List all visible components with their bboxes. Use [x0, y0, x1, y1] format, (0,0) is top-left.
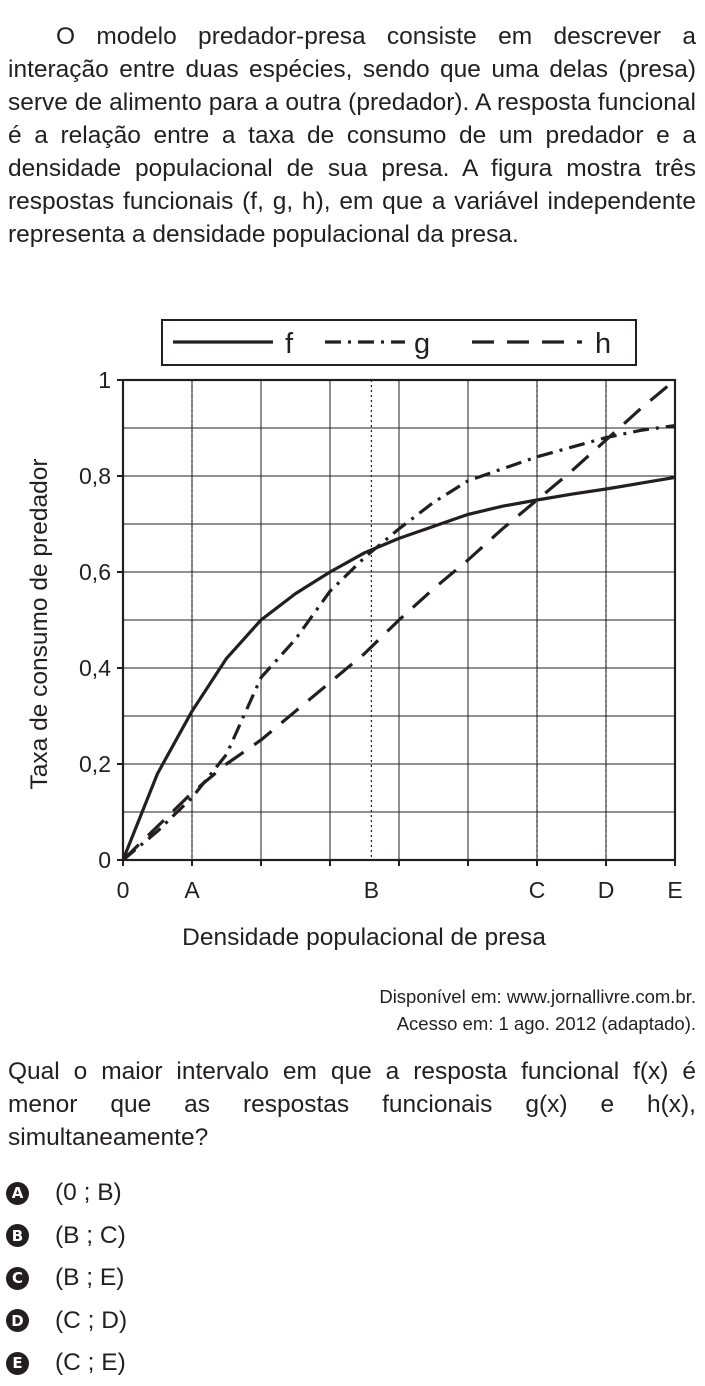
legend-label-f: f	[285, 328, 294, 360]
y-tick-label: 0,8	[79, 463, 111, 489]
option-e-letter: E	[6, 1351, 29, 1375]
x-tick-label-0: 0	[117, 877, 130, 903]
source-line-2: Acesso em: 1 ago. 2012 (adaptado).	[396, 1013, 696, 1034]
chart-series	[121, 378, 677, 862]
x-tick-label-c: C	[529, 877, 546, 903]
option-e[interactable]: E (C ; E)	[6, 1342, 127, 1385]
option-d-text: (C ; D)	[55, 1306, 128, 1334]
source-citation: Disponível em: www.jornallivre.com.br. A…	[379, 983, 696, 1037]
x-tick-label-a: A	[184, 877, 200, 903]
option-e-text: (C ; E)	[55, 1349, 126, 1377]
y-tick-label: 1	[98, 367, 111, 393]
intro-text: O modelo predador-presa consiste em desc…	[8, 20, 696, 251]
option-b-text: (B ; C)	[55, 1221, 126, 1249]
option-c-text: (B ; E)	[55, 1264, 125, 1292]
x-tick-label-e: E	[667, 877, 682, 903]
y-tick-label: 0,6	[79, 559, 111, 585]
option-a-letter: A	[6, 1181, 29, 1205]
series-f-line	[121, 475, 676, 861]
y-axis-title: Taxa de consumo de predador	[26, 459, 53, 790]
functional-response-chart: 0 0,2 0,4 0,6 0,8 1 0 A B C D E Densidade populacion…	[26, 319, 683, 951]
chart-axes: 0 0,2 0,4 0,6 0,8 1 0 A B C D E Densidade populacion…	[26, 367, 683, 951]
series-g-line	[121, 424, 676, 862]
series-h-line	[121, 378, 677, 862]
legend-label-h: h	[595, 328, 611, 360]
option-c-letter: C	[6, 1266, 29, 1290]
option-b[interactable]: B (B ; C)	[6, 1215, 127, 1258]
answer-options: A (0 ; B) B (B ; C) C (B ; E) D (C ; D) E (C …	[6, 1172, 127, 1385]
x-axis-title: Densidade populacional de presa	[182, 924, 546, 951]
option-a[interactable]: A (0 ; B)	[6, 1172, 127, 1215]
x-tick-label-b: B	[364, 877, 379, 903]
y-tick-label: 0	[98, 847, 111, 873]
option-b-letter: B	[6, 1224, 29, 1248]
option-d[interactable]: D (C ; D)	[6, 1300, 127, 1343]
y-tick-label: 0,2	[79, 751, 111, 777]
option-a-text: (0 ; B)	[55, 1179, 122, 1207]
chart-legend: f g h	[161, 319, 637, 366]
x-tick-label-d: D	[598, 877, 615, 903]
option-c[interactable]: C (B ; E)	[6, 1257, 127, 1300]
intro-text-content: O modelo predador-presa consiste em desc…	[8, 23, 696, 248]
option-d-letter: D	[6, 1309, 29, 1333]
legend-label-g: g	[414, 328, 430, 360]
source-line-1: Disponível em: www.jornallivre.com.br.	[379, 986, 696, 1007]
y-tick-label: 0,4	[79, 655, 111, 681]
question-prompt: Qual o maior intervalo em que a resposta…	[8, 1058, 696, 1151]
